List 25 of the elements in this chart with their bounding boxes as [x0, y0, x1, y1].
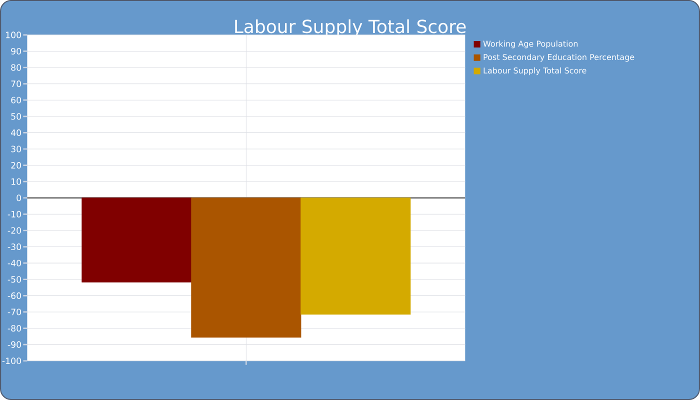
y-tick-label: 90 — [11, 48, 22, 54]
y-tick-label: 60 — [11, 96, 22, 104]
y-tick-label: -100 — [2, 358, 22, 364]
y-tick-label: -90 — [8, 341, 22, 348]
legend-label: Working Age Population — [483, 40, 578, 48]
y-tick-label: -40 — [8, 260, 22, 266]
y-tick-label: -60 — [8, 292, 22, 299]
y-tick-label: -30 — [8, 244, 22, 250]
y-tick-label: 100 — [6, 32, 22, 38]
y-tick-label: 80 — [11, 64, 22, 71]
legend-label: Post Secondary Education Percentage — [484, 54, 634, 62]
y-tick-label: -10 — [8, 210, 22, 218]
y-tick-label: -70 — [8, 308, 22, 316]
y-tick-label: 10 — [12, 178, 22, 185]
y-tick-label: 40 — [10, 129, 22, 136]
y-tick-label: -50 — [8, 276, 22, 283]
legend-label: Labour Supply Total Score — [484, 67, 586, 76]
y-tick-label: 20 — [11, 162, 22, 169]
y-tick-label: 70 — [11, 80, 22, 88]
y-tick-label: 30 — [11, 146, 22, 152]
y-tick-label: -20 — [8, 227, 22, 234]
y-tick-label: 0 — [16, 194, 22, 202]
chart-title: Labour Supply Total Score — [235, 19, 466, 37]
y-tick-label: 50 — [11, 113, 22, 120]
y-tick-label: -80 — [8, 325, 22, 332]
